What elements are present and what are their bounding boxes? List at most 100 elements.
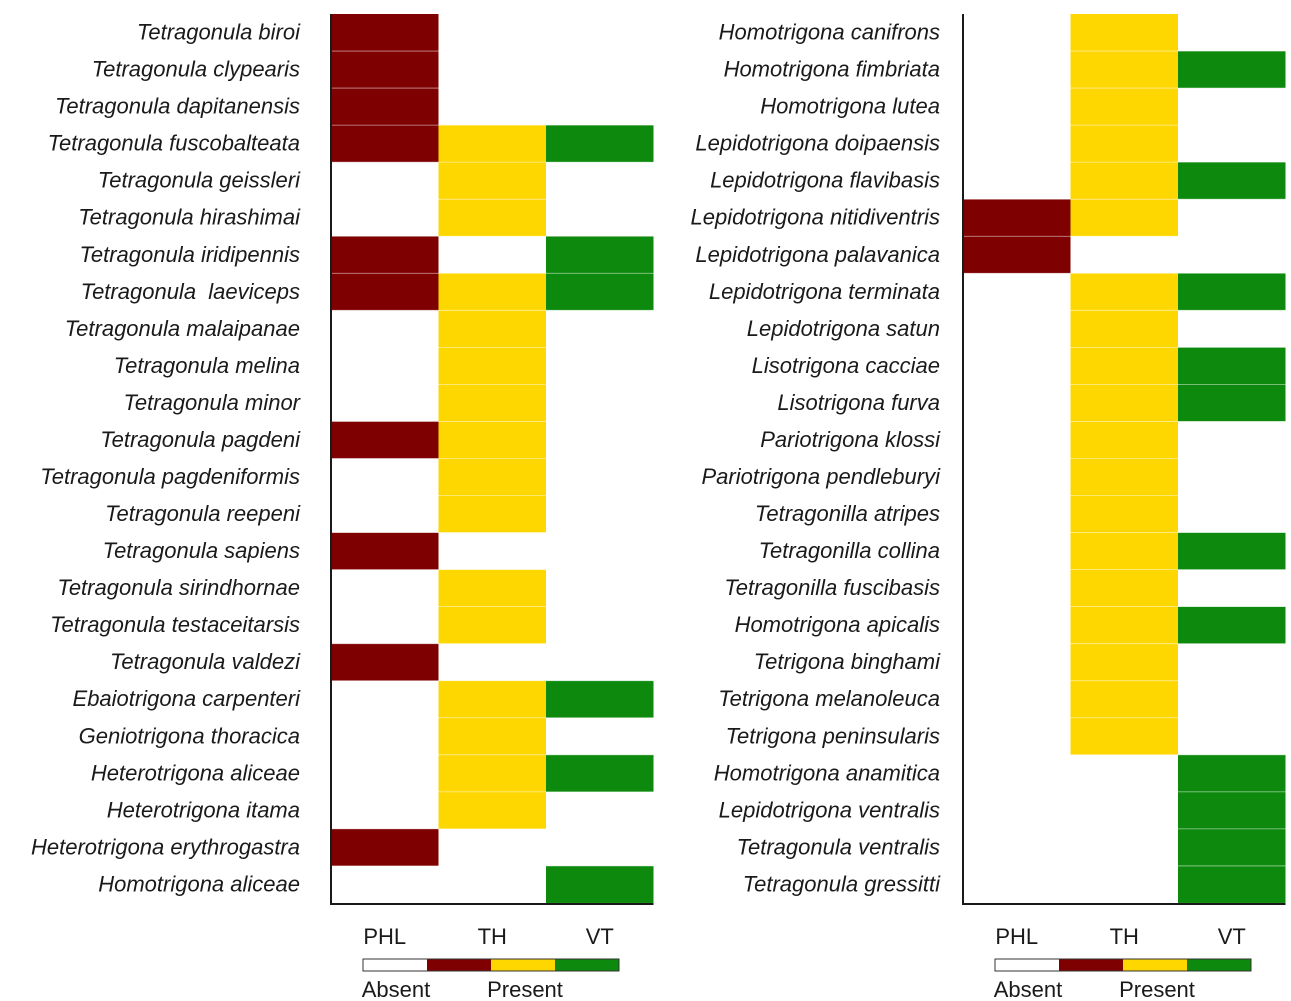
cell-th-21 bbox=[438, 754, 546, 792]
species-label: Tetragonula melina bbox=[114, 353, 300, 378]
cell-th-20 bbox=[1070, 717, 1178, 755]
species-label: Tetragonilla collina bbox=[759, 538, 940, 563]
legend-swatch-th bbox=[1123, 959, 1187, 971]
cell-th-12 bbox=[1070, 421, 1178, 459]
species-label: Homotrigona fimbriata bbox=[724, 57, 940, 82]
cell-vt-17 bbox=[1178, 606, 1286, 644]
species-label: Tetragonula pagdeniformis bbox=[40, 464, 300, 489]
cell-vt-21 bbox=[546, 754, 654, 792]
cell-th-2 bbox=[1070, 51, 1178, 89]
species-label: Tetragonula ventralis bbox=[737, 834, 940, 859]
cell-th-11 bbox=[1070, 384, 1178, 422]
species-label: Lepidotrigona terminata bbox=[709, 279, 940, 304]
cell-th-4 bbox=[1070, 125, 1178, 163]
species-label: Tetrigona peninsularis bbox=[726, 723, 940, 748]
cell-phl-3 bbox=[331, 88, 439, 126]
cell-phl-12 bbox=[331, 421, 439, 459]
cell-th-17 bbox=[1070, 606, 1178, 644]
cell-th-8 bbox=[438, 273, 546, 311]
species-label: Heterotrigona itama bbox=[107, 797, 300, 822]
legend-swatch-phl bbox=[1059, 959, 1123, 971]
cell-th-10 bbox=[438, 347, 546, 385]
species-label: Tetragonula pagdeni bbox=[100, 427, 301, 452]
species-label: Tetragonula dapitanensis bbox=[55, 94, 300, 119]
cell-vt-24 bbox=[546, 865, 654, 903]
legend-label-present: Present bbox=[1119, 977, 1195, 1001]
column-label-vt: VT bbox=[586, 924, 614, 949]
cell-vt-8 bbox=[546, 273, 654, 311]
legend-swatch-vt bbox=[1187, 959, 1251, 971]
cell-th-10 bbox=[1070, 347, 1178, 385]
cell-th-11 bbox=[438, 384, 546, 422]
cell-th-1 bbox=[1070, 14, 1178, 52]
cell-th-9 bbox=[1070, 310, 1178, 348]
cell-th-14 bbox=[438, 495, 546, 533]
species-label: Tetragonula reepeni bbox=[105, 501, 301, 526]
legend-bar-border bbox=[362, 958, 620, 972]
species-label: Tetrigona binghami bbox=[754, 649, 941, 674]
cell-th-12 bbox=[438, 421, 546, 459]
species-label: Homotrigona canifrons bbox=[719, 20, 940, 45]
cell-vt-23 bbox=[1178, 828, 1286, 866]
cell-phl-7 bbox=[331, 236, 439, 274]
cell-th-5 bbox=[438, 162, 546, 200]
species-label: Tetragonula clypearis bbox=[92, 57, 300, 82]
legend-swatch-absent bbox=[363, 959, 427, 971]
species-label: Homotrigona aliceae bbox=[98, 871, 300, 896]
legend-swatch-phl bbox=[427, 959, 491, 971]
cell-vt-8 bbox=[1178, 273, 1286, 311]
cell-phl-15 bbox=[331, 532, 439, 570]
legend-label-absent: Absent bbox=[362, 977, 431, 1001]
column-label-th: TH bbox=[478, 924, 507, 949]
species-label: Tetragonula gressitti bbox=[743, 871, 941, 896]
cell-th-9 bbox=[438, 310, 546, 348]
cell-th-18 bbox=[1070, 643, 1178, 681]
species-label: Lisotrigona furva bbox=[777, 390, 940, 415]
species-label: Lepidotrigona flavibasis bbox=[710, 168, 940, 193]
cell-vt-10 bbox=[1178, 347, 1286, 385]
species-label: Tetragonilla fuscibasis bbox=[724, 575, 940, 600]
cell-phl-8 bbox=[331, 273, 439, 311]
cell-th-19 bbox=[1070, 680, 1178, 718]
cell-vt-11 bbox=[1178, 384, 1286, 422]
species-label: Tetragonula sapiens bbox=[103, 538, 300, 563]
species-label: Tetragonula hirashimai bbox=[78, 205, 301, 230]
cell-th-3 bbox=[1070, 88, 1178, 126]
cell-phl-18 bbox=[331, 643, 439, 681]
cell-vt-4 bbox=[546, 125, 654, 163]
cell-vt-22 bbox=[1178, 791, 1286, 829]
cell-th-8 bbox=[1070, 273, 1178, 311]
species-label: Tetragonula laeviceps bbox=[81, 279, 300, 304]
cell-th-15 bbox=[1070, 532, 1178, 570]
cell-phl-23 bbox=[331, 828, 439, 866]
species-label: Tetragonula geissleri bbox=[98, 168, 301, 193]
cell-th-13 bbox=[1070, 458, 1178, 496]
cell-vt-19 bbox=[546, 680, 654, 718]
cell-th-4 bbox=[438, 125, 546, 163]
species-label: Lepidotrigona nitidiventris bbox=[691, 205, 941, 230]
species-label: Tetragonula malaipanae bbox=[65, 316, 300, 341]
cell-th-20 bbox=[438, 717, 546, 755]
species-label: Homotrigona apicalis bbox=[735, 612, 940, 637]
cell-th-6 bbox=[1070, 199, 1178, 237]
column-label-th: TH bbox=[1110, 924, 1139, 949]
species-label: Lepidotrigona satun bbox=[747, 316, 940, 341]
species-label: Pariotrigona klossi bbox=[760, 427, 941, 452]
cell-vt-2 bbox=[1178, 51, 1286, 89]
species-label: Lepidotrigona doipaensis bbox=[695, 131, 940, 156]
cell-th-13 bbox=[438, 458, 546, 496]
species-label: Homotrigona anamitica bbox=[714, 760, 940, 785]
species-label: Tetragonula biroi bbox=[137, 20, 301, 45]
species-label: Tetragonula valdezi bbox=[110, 649, 301, 674]
species-label: Lepidotrigona palavanica bbox=[695, 242, 940, 267]
species-label: Tetragonula testaceitarsis bbox=[50, 612, 300, 637]
legend-bar-border bbox=[994, 958, 1252, 972]
cell-vt-21 bbox=[1178, 754, 1286, 792]
heatmap-panel-2: Homotrigona canifrons Homotrigona fimbria… bbox=[691, 14, 1286, 1001]
cell-phl-2 bbox=[331, 51, 439, 89]
cell-phl-6 bbox=[963, 199, 1071, 237]
cell-vt-24 bbox=[1178, 865, 1286, 903]
species-label: Tetragonula minor bbox=[123, 390, 301, 415]
cell-phl-4 bbox=[331, 125, 439, 163]
